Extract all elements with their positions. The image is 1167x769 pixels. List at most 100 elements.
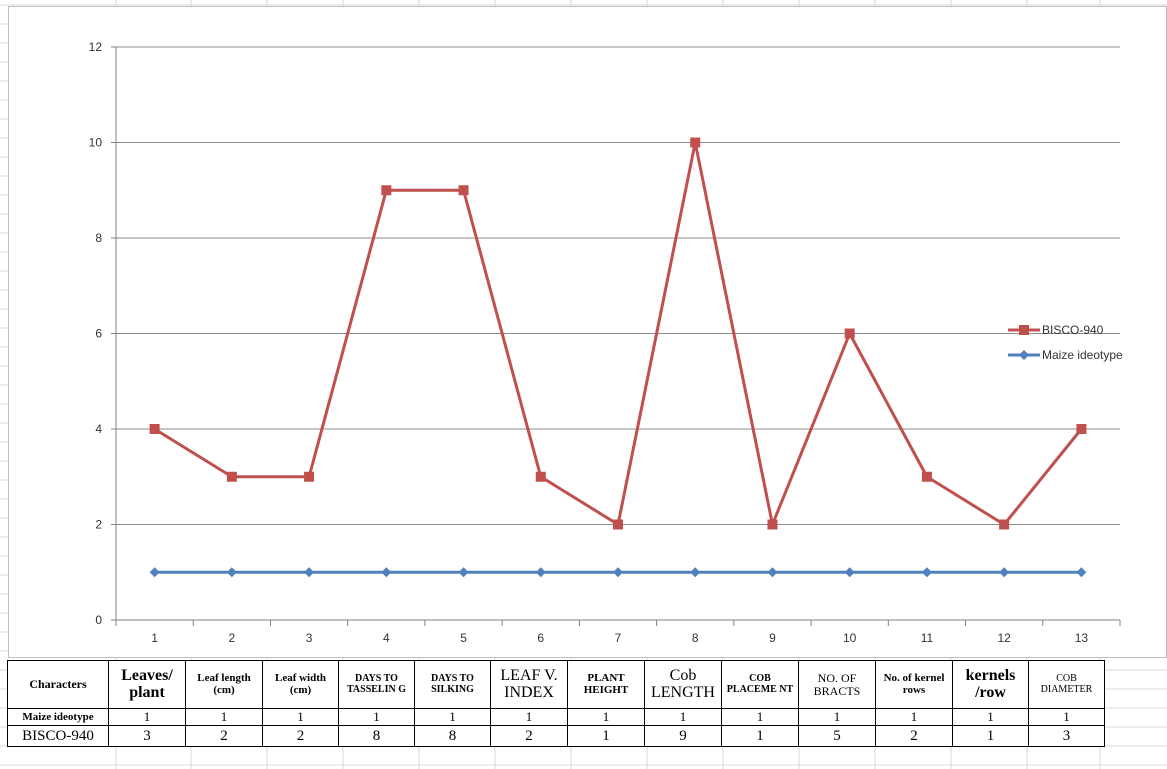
x-tick-label: 2 bbox=[229, 631, 236, 645]
y-tick-label: 8 bbox=[95, 231, 102, 245]
x-tick-label: 13 bbox=[1075, 631, 1089, 645]
x-tick-label: 10 bbox=[843, 631, 857, 645]
table-cell: 1 bbox=[338, 708, 415, 726]
x-tick-label: 4 bbox=[383, 631, 390, 645]
chart-area[interactable] bbox=[8, 6, 1167, 658]
table-cell: 1 bbox=[567, 708, 645, 726]
table-cell: 1 bbox=[1028, 708, 1105, 726]
data-point-bisco-940 bbox=[535, 471, 546, 482]
data-point-maize-ideotype bbox=[381, 567, 392, 578]
x-tick-label: 7 bbox=[615, 631, 622, 645]
legend: BISCO-940 Maize ideotype bbox=[1008, 323, 1123, 362]
header-no-of-bracts: NO. OF BRACTS bbox=[798, 660, 876, 709]
table-cell: 2 bbox=[185, 725, 263, 747]
x-tick-label: 1 bbox=[151, 631, 158, 645]
header-leaf-width: Leaf width (cm) bbox=[262, 660, 339, 709]
gridlines bbox=[116, 46, 1120, 525]
x-tick-label: 9 bbox=[769, 631, 776, 645]
table-cell: 1 bbox=[798, 708, 876, 726]
data-point-maize-ideotype bbox=[226, 567, 237, 578]
table-header-row: Characters Leaves/ plant Leaf length (cm… bbox=[7, 660, 1105, 709]
data-point-maize-ideotype bbox=[304, 567, 315, 578]
header-cob-placement: COB PLACEME NT bbox=[721, 660, 799, 709]
header-cob-diameter: COB DIAMETER bbox=[1028, 660, 1105, 709]
table-cell: 1 bbox=[952, 708, 1029, 726]
data-point-maize-ideotype bbox=[921, 567, 932, 578]
y-tick-label: 6 bbox=[95, 327, 102, 341]
x-tick-label: 6 bbox=[537, 631, 544, 645]
x-tick-label: 8 bbox=[692, 631, 699, 645]
data-point-bisco-940 bbox=[844, 328, 855, 339]
table-row-bisco-940: BISCO-940 3 2 2 8 8 2 1 9 1 5 2 1 3 bbox=[7, 725, 1105, 747]
legend-marker bbox=[1019, 350, 1029, 360]
data-point-maize-ideotype bbox=[999, 567, 1010, 578]
table-cell: 1 bbox=[108, 708, 186, 726]
x-tick-label: 12 bbox=[997, 631, 1011, 645]
table-cell: 8 bbox=[338, 725, 415, 747]
table-cell: 2 bbox=[490, 725, 568, 747]
data-point-maize-ideotype bbox=[535, 567, 546, 578]
table-cell: 1 bbox=[567, 725, 645, 747]
data-point-maize-ideotype bbox=[767, 567, 778, 578]
data-point-bisco-940 bbox=[1076, 424, 1087, 434]
data-point-bisco-940 bbox=[921, 471, 932, 482]
table-cell: 1 bbox=[262, 708, 339, 726]
data-point-bisco-940 bbox=[767, 519, 778, 530]
header-cob-length: Cob LENGTH bbox=[644, 660, 722, 709]
x-tick-label: 5 bbox=[460, 631, 467, 645]
table-cell: 1 bbox=[721, 725, 799, 747]
data-point-bisco-940 bbox=[149, 424, 160, 434]
table-row-maize-ideotype: Maize ideotype 1 1 1 1 1 1 1 1 1 1 1 1 1 bbox=[7, 708, 1105, 726]
data-point-maize-ideotype bbox=[149, 567, 160, 578]
legend-item-maize-ideotype: Maize ideotype bbox=[1008, 348, 1123, 362]
header-kernels-row: kernels /row bbox=[952, 660, 1029, 709]
legend-item-bisco-940: BISCO-940 bbox=[1008, 323, 1104, 337]
legend-label: Maize ideotype bbox=[1042, 348, 1123, 362]
y-tick-label: 10 bbox=[89, 136, 103, 150]
legend-marker bbox=[1019, 325, 1029, 335]
table-cell: 8 bbox=[414, 725, 491, 747]
data-point-maize-ideotype bbox=[844, 567, 855, 578]
y-tick-label: 2 bbox=[95, 518, 102, 532]
series-lines bbox=[149, 137, 1087, 578]
legend-label: BISCO-940 bbox=[1042, 323, 1104, 337]
table-cell: 1 bbox=[414, 708, 491, 726]
data-point-bisco-940 bbox=[226, 471, 237, 482]
series-maize-ideotype bbox=[149, 567, 1087, 578]
table-cell: 2 bbox=[262, 725, 339, 747]
data-point-bisco-940 bbox=[999, 519, 1010, 530]
data-point-maize-ideotype bbox=[1076, 567, 1087, 578]
header-days-to-tasseling: DAYS TO TASSELIN G bbox=[338, 660, 415, 709]
header-plant-height: PLANT HEIGHT bbox=[567, 660, 645, 709]
data-point-maize-ideotype bbox=[613, 567, 623, 578]
data-table: Characters Leaves/ plant Leaf length (cm… bbox=[7, 660, 1105, 747]
header-characters: Characters bbox=[7, 660, 109, 709]
header-leaves-plant: Leaves/ plant bbox=[108, 660, 186, 709]
table-cell: 3 bbox=[1028, 725, 1105, 747]
data-point-bisco-940 bbox=[381, 185, 392, 196]
y-axis-ticks: 0 2 4 6 8 10 12 bbox=[89, 40, 116, 627]
x-axis-ticks: 1 2 3 4 5 6 7 8 9 10 11 12 13 bbox=[115, 620, 1121, 645]
header-leaf-length: Leaf length (cm) bbox=[185, 660, 263, 709]
y-tick-label: 4 bbox=[95, 422, 102, 436]
data-point-bisco-940 bbox=[613, 519, 623, 530]
table-cell: 1 bbox=[875, 708, 953, 726]
header-kernel-rows: No. of kernel rows bbox=[875, 660, 953, 709]
x-tick-label: 3 bbox=[306, 631, 313, 645]
table-cell: 1 bbox=[185, 708, 263, 726]
table-cell: 1 bbox=[644, 708, 722, 726]
header-leaf-v-index: LEAF V. INDEX bbox=[490, 660, 568, 709]
table-cell: 1 bbox=[490, 708, 568, 726]
y-tick-label: 0 bbox=[95, 613, 102, 627]
data-point-maize-ideotype bbox=[458, 567, 469, 578]
data-point-bisco-940 bbox=[458, 185, 469, 196]
row-label: Maize ideotype bbox=[7, 708, 109, 726]
y-tick-label: 12 bbox=[89, 40, 103, 54]
table-cell: 1 bbox=[952, 725, 1029, 747]
series-bisco-940 bbox=[149, 137, 1087, 530]
table-cell: 5 bbox=[798, 725, 876, 747]
row-label: BISCO-940 bbox=[7, 725, 109, 747]
data-point-bisco-940 bbox=[690, 137, 701, 148]
x-tick-label: 11 bbox=[921, 631, 934, 645]
